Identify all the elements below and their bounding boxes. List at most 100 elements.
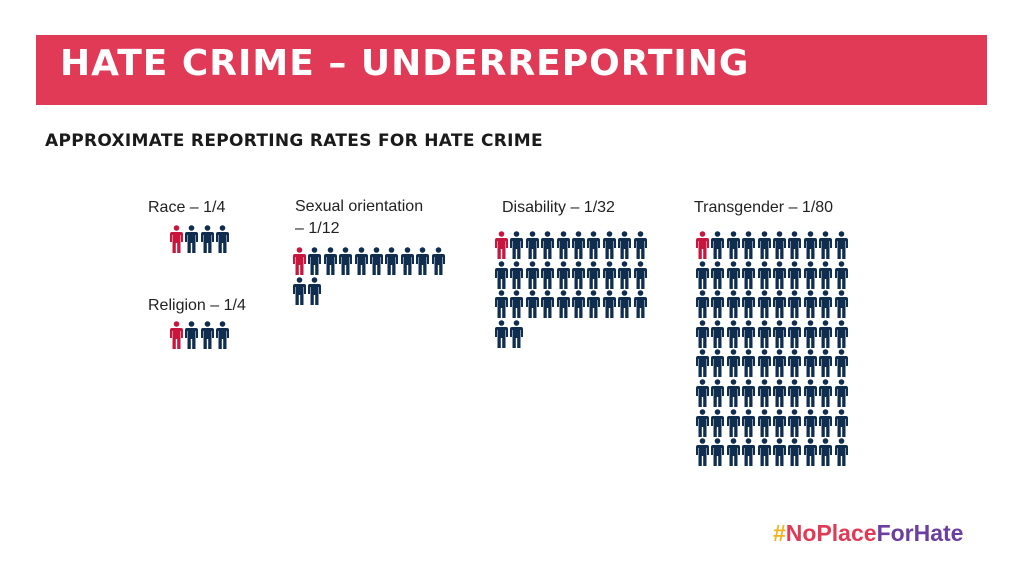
person-icon-unreported [696, 319, 709, 348]
person-icon-unreported [696, 260, 709, 289]
person-icon-unreported [618, 231, 632, 259]
person-icon-unreported [633, 231, 647, 259]
group-label-transgender-text: Transgender – 1/80 [694, 199, 834, 216]
person-icon-unreported [587, 231, 601, 259]
person-icon-unreported [742, 379, 756, 407]
hashtag-part-noplace: NoPlace [785, 520, 877, 546]
person-icon-unreported [803, 438, 817, 467]
person-icon-unreported [711, 260, 725, 289]
person-icon-unreported [819, 231, 833, 259]
person-icon-unreported [525, 290, 539, 319]
person-icon-unreported [711, 408, 725, 437]
person-icon-unreported [819, 290, 833, 319]
person-icon-unreported [495, 319, 508, 348]
person-icon-unreported [819, 349, 833, 378]
group-label-sexual-orientation: Sexual orientation – 1/12 [295, 196, 423, 240]
person-icon-unreported [742, 290, 756, 319]
person-icon-unreported [742, 231, 756, 259]
person-icon-unreported [834, 260, 848, 289]
group-label-religion: Religion – 1/4 [148, 295, 246, 317]
person-icon-unreported [416, 247, 430, 275]
group-label-race: Race – 1/4 [148, 197, 225, 219]
person-icon-unreported [400, 247, 414, 275]
person-icon-unreported [742, 438, 756, 467]
person-icon-unreported [726, 319, 740, 348]
person-icon-unreported [788, 260, 802, 289]
person-icon-unreported [834, 290, 848, 319]
person-icon-unreported [587, 290, 601, 319]
person-icon-unreported [788, 349, 802, 378]
person-icon-unreported [696, 408, 709, 437]
person-icon-unreported [742, 408, 756, 437]
person-icon-unreported [803, 231, 817, 259]
group-label-religion-text: Religion – 1/4 [148, 297, 246, 314]
person-icon-unreported [819, 260, 833, 289]
person-icon-unreported [354, 247, 368, 275]
person-icon-unreported [757, 349, 771, 378]
person-icon-unreported [541, 260, 555, 289]
person-icon-unreported [541, 290, 555, 319]
person-icon-reported [495, 231, 508, 259]
person-icon-unreported [726, 290, 740, 319]
person-icon-unreported [819, 408, 833, 437]
person-icon-unreported [572, 260, 585, 289]
person-icon-unreported [819, 379, 833, 407]
person-icon-unreported [757, 379, 771, 407]
person-icon-unreported [525, 260, 539, 289]
person-icon-reported [170, 321, 183, 349]
person-icon-unreported [726, 260, 740, 289]
person-icon-unreported [711, 438, 725, 467]
person-icon-unreported [773, 349, 786, 378]
person-icon-unreported [803, 260, 817, 289]
hashtag-symbol: # [773, 520, 786, 546]
person-icon-unreported [633, 260, 647, 289]
page-title: Hate crime – underreporting [60, 43, 750, 84]
person-icon-unreported [834, 349, 848, 378]
person-icon-unreported [293, 276, 306, 305]
person-icon-unreported [323, 247, 337, 275]
person-icon-unreported [696, 349, 709, 378]
group-label-transgender: Transgender – 1/80 [694, 197, 833, 219]
person-icon-unreported [216, 225, 230, 253]
person-icon-unreported [757, 408, 771, 437]
person-icon-unreported [773, 319, 786, 348]
person-icon-unreported [216, 321, 230, 349]
person-icon-unreported [339, 247, 353, 275]
person-icon-unreported [788, 408, 802, 437]
person-icon-unreported [711, 319, 725, 348]
person-icon-unreported [803, 290, 817, 319]
person-icon-unreported [757, 231, 771, 259]
person-icon-unreported [726, 379, 740, 407]
person-icon-reported [293, 247, 306, 275]
person-icon-unreported [773, 290, 786, 319]
person-icon-unreported [510, 290, 524, 319]
group-label-sexual-orientation-line2: – 1/12 [295, 220, 340, 237]
person-icon-unreported [773, 408, 786, 437]
person-icon-unreported [556, 260, 570, 289]
person-icon-unreported [757, 290, 771, 319]
person-icon-unreported [773, 438, 786, 467]
person-icon-unreported [788, 290, 802, 319]
person-icon-unreported [726, 231, 740, 259]
person-icon-unreported [834, 231, 848, 259]
person-icon-unreported [742, 349, 756, 378]
person-icon-unreported [633, 290, 647, 319]
person-icon-unreported [185, 225, 199, 253]
person-icon-unreported [200, 225, 214, 253]
person-icon-unreported [385, 247, 399, 275]
person-icon-unreported [803, 379, 817, 407]
person-icon-unreported [819, 319, 833, 348]
person-icon-unreported [711, 379, 725, 407]
person-icon-unreported [726, 408, 740, 437]
hashtag-part-forhate: ForHate [876, 520, 964, 546]
person-icon-reported [170, 225, 183, 253]
person-icon-unreported [834, 379, 848, 407]
person-icon-unreported [370, 247, 383, 275]
person-icon-unreported [602, 260, 616, 289]
person-icon-unreported [572, 290, 585, 319]
person-icon-unreported [819, 438, 833, 467]
person-icon-unreported [742, 260, 756, 289]
person-icon-unreported [726, 349, 740, 378]
person-icon-unreported [757, 260, 771, 289]
person-icon-unreported [510, 260, 524, 289]
